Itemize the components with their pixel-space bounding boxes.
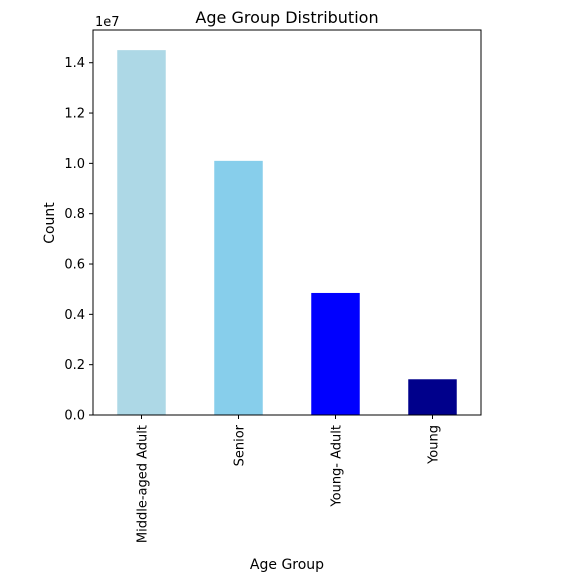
bar-young-adult [311,292,360,415]
y-axis-label: Count [42,202,58,244]
y-axis-offset-text: 1e7 [95,15,120,30]
plot-frame [92,29,482,416]
x-tick-label-senior: Senior [233,424,248,466]
y-tick-label: 1.2 [64,107,85,122]
x-axis: Middle-aged Adult Senior Young- Adult Young [136,415,442,543]
x-tick-label-young: Young [427,425,442,465]
bar-young [408,379,457,415]
bar-middle-aged-adult [117,50,166,415]
y-axis: 0.0 0.2 0.4 0.6 0.8 1.0 1.2 1.4 [64,56,93,424]
y-tick-label: 0.2 [64,358,85,373]
y-tick-label: 0.6 [64,258,85,273]
x-axis-label: Age Group [250,557,324,573]
y-tick-label: 0.0 [64,409,85,424]
bars-group [117,50,457,415]
chart-title: Age Group Distribution [195,8,378,27]
y-tick-label: 0.8 [64,207,85,222]
bar-senior [214,160,263,415]
y-tick-label: 1.0 [64,157,85,172]
y-tick-label: 0.4 [64,308,85,323]
x-tick-label-young-adult: Young- Adult [330,425,345,508]
x-tick-label-middle-aged-adult: Middle-aged Adult [136,425,151,543]
y-tick-label: 1.4 [64,56,85,71]
